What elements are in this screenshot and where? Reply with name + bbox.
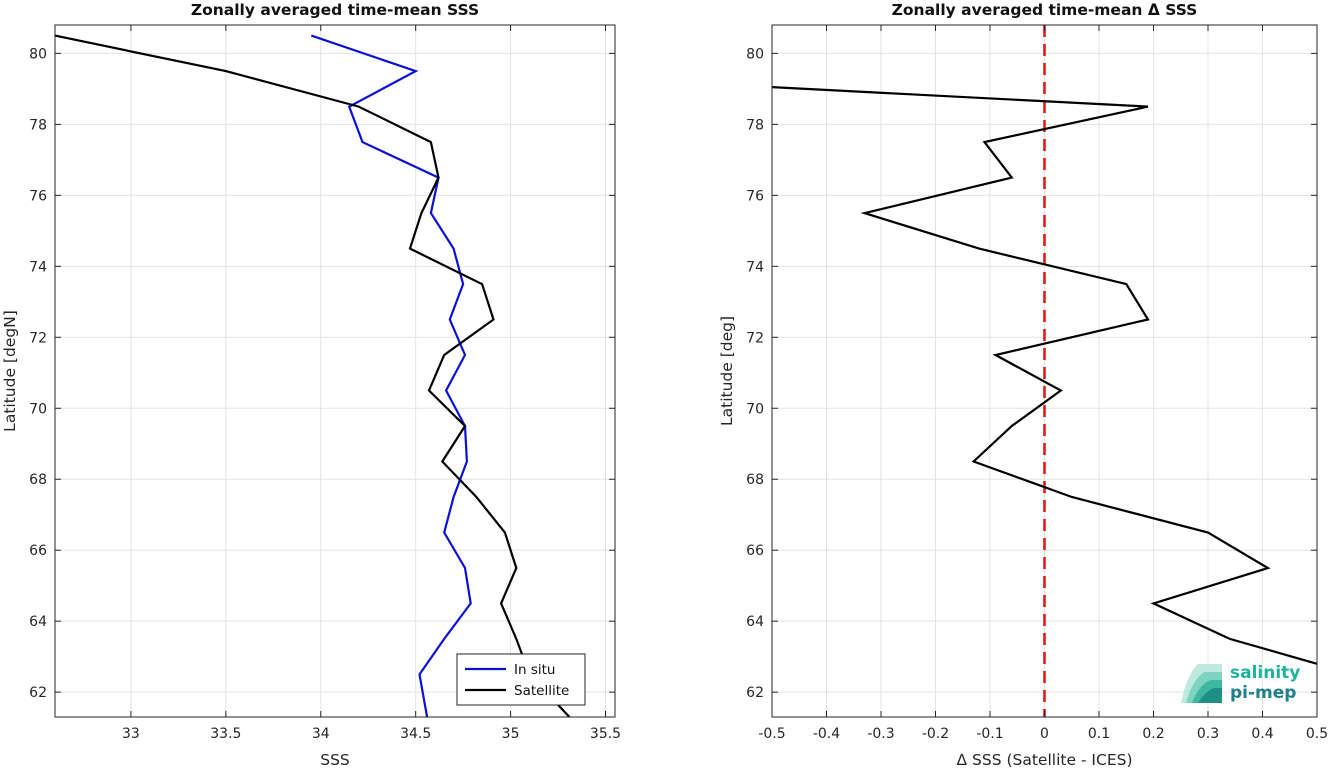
- y-tick-label: 68: [746, 472, 764, 488]
- left-legend: In situ Satellite: [456, 653, 586, 706]
- x-tick-label: 35: [502, 726, 520, 742]
- logo-text-pi-mep: pi-mep: [1230, 683, 1296, 703]
- salinity-pi-mep-logo: salinity pi-mep: [1181, 663, 1300, 703]
- delta-sss-panel: Zonally averaged time-mean Δ SSS -0.5 -0.…: [718, 1, 1328, 769]
- right-chart-title: Zonally averaged time-mean Δ SSS: [892, 1, 1198, 19]
- left-x-axis-label: SSS: [320, 751, 350, 769]
- y-tick-label: 76: [29, 188, 47, 204]
- x-tick-label: 34: [312, 726, 330, 742]
- x-tick-label: 0.2: [1142, 726, 1164, 742]
- y-tick-label: 80: [29, 46, 47, 62]
- right-series-line-0: [771, 86, 1318, 665]
- x-tick-label: 34.5: [400, 726, 431, 742]
- y-tick-label: 64: [29, 614, 47, 630]
- y-tick-label: 74: [29, 259, 47, 275]
- left-chart-title: Zonally averaged time-mean SSS: [191, 1, 479, 19]
- y-tick-label: 80: [746, 46, 764, 62]
- left-y-axis-label: Latitude [degN]: [1, 310, 19, 432]
- x-tick-label: 0.5: [1306, 726, 1328, 742]
- y-tick-label: 72: [29, 330, 47, 346]
- y-tick-label: 64: [746, 614, 764, 630]
- left-series-line-0: [310, 34, 472, 718]
- sss-panel: Zonally averaged time-mean SSS 33 33.5 34 3…: [1, 1, 621, 769]
- x-tick-label: 0.4: [1251, 726, 1273, 742]
- legend-box: [456, 653, 586, 706]
- legend-in-situ-label: In situ: [514, 662, 555, 678]
- left-series: [54, 34, 571, 718]
- y-tick-label: 68: [29, 472, 47, 488]
- x-tick-label: -0.5: [758, 726, 785, 742]
- left-ticks: 33 33.5 34 34.5 35 35.5 62 64 66 68 70 72 74 76 78 80: [29, 25, 621, 742]
- left-grid: [55, 25, 615, 717]
- x-tick-label: -0.2: [922, 726, 949, 742]
- right-y-axis-label: Latitude [deg]: [718, 316, 736, 426]
- x-tick-label: 33: [122, 726, 140, 742]
- y-tick-label: 62: [29, 685, 47, 701]
- y-tick-label: 70: [746, 401, 764, 417]
- y-tick-label: 78: [746, 117, 764, 133]
- y-tick-label: 78: [29, 117, 47, 133]
- x-tick-label: -0.3: [867, 726, 894, 742]
- x-tick-label: 33.5: [210, 726, 241, 742]
- x-tick-label: -0.1: [976, 726, 1003, 742]
- right-ticks: -0.5 -0.4 -0.3 -0.2 -0.1 0 0.1 0.2 0.3 0.4 0.5 62 64…: [746, 25, 1328, 742]
- left-axes-frame: [54, 24, 616, 718]
- left-series-line-1: [54, 34, 571, 718]
- logo-text-salinity: salinity: [1230, 663, 1300, 683]
- y-tick-label: 74: [746, 259, 764, 275]
- x-tick-label: 0.1: [1088, 726, 1110, 742]
- x-tick-label: 0.3: [1197, 726, 1219, 742]
- right-series: [771, 86, 1318, 665]
- logo-wave-icon: [1181, 664, 1222, 703]
- y-tick-label: 76: [746, 188, 764, 204]
- y-tick-label: 70: [29, 401, 47, 417]
- x-tick-label: 0: [1040, 726, 1049, 742]
- legend-satellite-label: Satellite: [514, 683, 569, 699]
- x-tick-label: -0.4: [813, 726, 840, 742]
- y-tick-label: 66: [746, 543, 764, 559]
- x-tick-label: 35.5: [590, 726, 621, 742]
- right-x-axis-label: Δ SSS (Satellite - ICES): [956, 751, 1132, 769]
- y-tick-label: 66: [29, 543, 47, 559]
- y-tick-label: 72: [746, 330, 764, 346]
- y-tick-label: 62: [746, 685, 764, 701]
- left-plot-area: [55, 25, 615, 717]
